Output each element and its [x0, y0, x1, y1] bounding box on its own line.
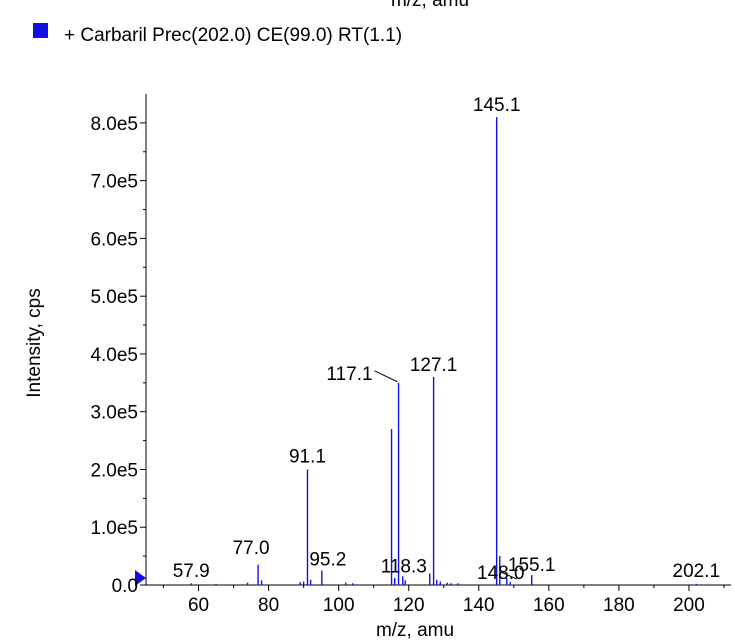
- x-tick-label: 200: [673, 595, 705, 616]
- peak-label-leader: [500, 571, 518, 580]
- y-axis-ticks: 0.0 1.0e5 2.0e5 3.0e5 4.0e5 5.0e5 6.0e5 7.0e5 8.…: [90, 114, 146, 597]
- peak-label: 117.1: [326, 364, 372, 385]
- x-tick-label: 80: [258, 595, 279, 616]
- x-tick-label: 100: [323, 595, 355, 616]
- spectrum-peaks: [190, 117, 698, 585]
- peak-label: 155.1: [508, 555, 556, 576]
- x-tick-label: 140: [463, 595, 495, 616]
- peak-label-leader: [374, 370, 398, 383]
- y-axis-title: Intensity, cps: [24, 288, 45, 397]
- y-tick-label: 8.0e5: [90, 114, 138, 135]
- peak-label: 148.0: [477, 563, 525, 584]
- peak-label: 202.1: [673, 561, 721, 582]
- y-tick-label: 1.0e5: [90, 518, 138, 539]
- legend-swatch: [33, 23, 48, 38]
- y-tick-label: 4.0e5: [90, 345, 138, 366]
- x-axis-title: m/z, amu: [376, 620, 454, 641]
- x-axis-ticks: 60 80 100 120 140 160 180 200: [163, 585, 725, 616]
- y-tick-label: 5.0e5: [90, 287, 138, 308]
- chart-title: m/z, amu: [391, 0, 469, 11]
- x-tick-label: 160: [533, 595, 565, 616]
- x-tick-label: 180: [603, 595, 635, 616]
- y-tick-label: 3.0e5: [90, 403, 138, 424]
- x-tick-label: 120: [393, 595, 425, 616]
- legend-label: + Carbaril Prec(202.0) CE(99.0) RT(1.1): [64, 25, 402, 46]
- peak-label: 127.1: [410, 355, 458, 376]
- y-tick-label: 2.0e5: [90, 460, 138, 481]
- peak-labels: 57.9 77.0 91.1 95.2 117.1 118.3 127.1 145.1 148.…: [173, 95, 720, 584]
- peak-label: 95.2: [309, 550, 346, 571]
- peak-label: 57.9: [173, 561, 210, 582]
- y-tick-label: 7.0e5: [90, 172, 138, 193]
- y-tick-label: 0.0: [112, 576, 138, 597]
- peak-label: 145.1: [473, 95, 521, 116]
- peak-label: 77.0: [233, 538, 270, 559]
- y-tick-label: 6.0e5: [90, 229, 138, 250]
- baseline-marker-icon[interactable]: [135, 570, 146, 586]
- x-tick-label: 60: [188, 595, 209, 616]
- peak-label: 91.1: [289, 446, 326, 467]
- peak-label: 118.3: [381, 556, 427, 577]
